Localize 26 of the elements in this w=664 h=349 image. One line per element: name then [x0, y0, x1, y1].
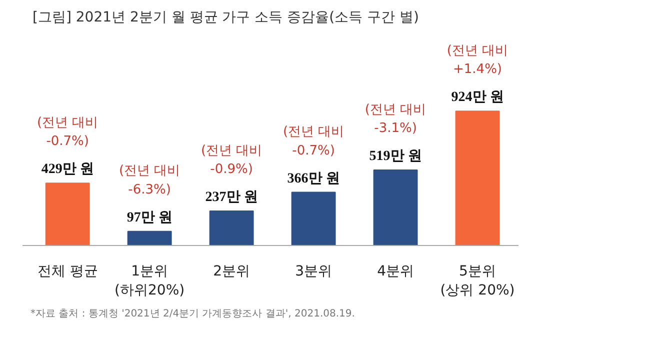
- annotation: (전년 대비 -0.7%): [36, 115, 98, 150]
- x-tick-label: 4분위: [377, 264, 414, 280]
- data-label: 924만 원: [451, 90, 504, 106]
- x-tick-label: 1분위 (하위20%): [114, 264, 185, 299]
- data-label: 97만 원: [126, 210, 172, 226]
- annotation: (전년 대비 +1.4%): [446, 43, 508, 78]
- bar: [373, 170, 418, 246]
- x-tick-label: 3분위: [295, 264, 332, 280]
- text: *자료 출처 : 통계청 '2021년 2/4분기 가계동향조사 결과', 2021.08.19.: [30, 308, 355, 320]
- bar: [209, 210, 254, 246]
- annotation: (전년 대비 -6.3%): [118, 164, 180, 198]
- bar: [291, 192, 336, 246]
- annotation: (전년 대비 -3.1%): [364, 102, 426, 136]
- data-label: 366만 원: [287, 171, 340, 186]
- x-tick-label: 2분위: [213, 264, 250, 280]
- bar: [127, 230, 172, 246]
- data-label: 429만 원: [41, 162, 94, 178]
- bar: [455, 110, 500, 246]
- annotation: (전년 대비 -0.7%): [282, 124, 344, 158]
- data-label: 237만 원: [205, 190, 258, 206]
- x-tick-label: 전체 평균: [37, 264, 98, 280]
- x-tick-label: 5분위 (상위 20%): [440, 264, 515, 299]
- chart-title: [그림] 2021년 2분기 월 평균 가구 소득 증감율(소득 구간 별): [32, 10, 419, 26]
- bar: [45, 182, 90, 246]
- annotation: (전년 대비 -0.9%): [200, 143, 262, 178]
- data-label: 519만 원: [369, 149, 422, 164]
